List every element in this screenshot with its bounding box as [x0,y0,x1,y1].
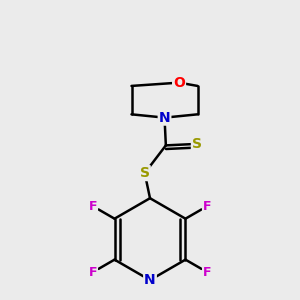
Text: O: O [173,76,185,90]
Text: F: F [88,266,97,279]
Text: F: F [88,200,97,213]
Text: S: S [192,137,202,151]
Text: F: F [203,200,212,213]
Text: S: S [140,166,150,180]
Text: N: N [159,111,170,124]
Text: N: N [144,273,156,287]
Text: F: F [203,266,212,279]
